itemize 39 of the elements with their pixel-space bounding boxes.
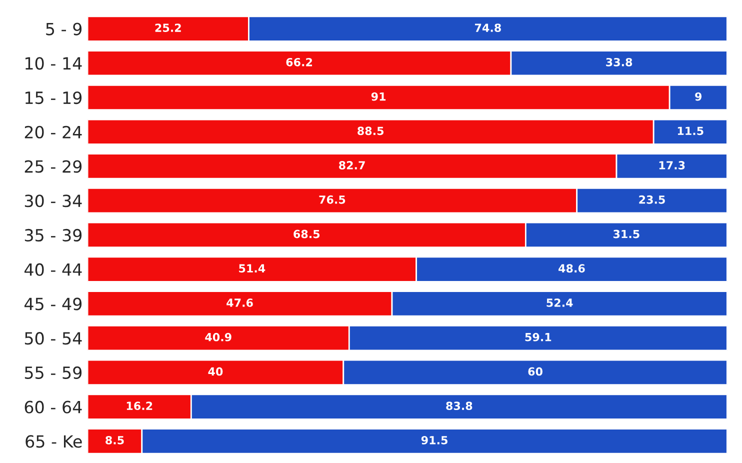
- data-label: 40: [208, 367, 223, 376]
- data-label: 16.2: [126, 402, 152, 410]
- data-label: 17.3: [659, 161, 685, 170]
- y-tick-label: 25 - 29: [24, 160, 82, 173]
- y-tick-label: 30 - 34: [24, 194, 82, 208]
- y-tick-label: 65 - Ke: [26, 435, 82, 448]
- data-label: 74.8: [474, 24, 501, 32]
- y-tick-label: 40 - 44: [24, 263, 82, 276]
- data-label: 23.5: [639, 195, 665, 204]
- y-tick-label: 15 - 19: [26, 91, 82, 104]
- data-label: 52.4: [546, 298, 573, 307]
- data-label: 31.5: [613, 230, 640, 238]
- y-tick-label: 5 - 9: [46, 22, 82, 36]
- y-tick-label: 45 - 49: [24, 298, 82, 310]
- data-label: 40.9: [205, 332, 232, 342]
- data-label: 60: [528, 367, 542, 376]
- data-label: 9: [695, 92, 702, 101]
- data-label: 82.7: [339, 161, 365, 170]
- data-label: 59.1: [525, 332, 552, 342]
- y-tick-label: 20 - 24: [24, 126, 82, 138]
- y-tick-label: 10 - 14: [26, 57, 82, 70]
- y-tick-label: 55 - 59: [24, 366, 82, 380]
- data-label: 48.6: [558, 264, 585, 273]
- data-label: 66.2: [286, 58, 312, 66]
- y-tick-label: 35 - 39: [24, 228, 82, 242]
- data-label: 8.5: [106, 436, 124, 444]
- y-tick-label: 60 - 64: [24, 400, 82, 414]
- data-label: 11.5: [678, 126, 704, 136]
- data-label: 83.8: [446, 402, 472, 410]
- data-label: 51.4: [239, 264, 266, 273]
- data-label: 25.2: [155, 24, 181, 32]
- data-label: 68.5: [294, 230, 320, 238]
- data-label: 33.8: [606, 58, 632, 66]
- y-tick-label: 50 - 54: [24, 332, 82, 345]
- data-label: 91.5: [421, 436, 448, 444]
- data-label: 91: [371, 92, 386, 101]
- data-label: 76.5: [319, 195, 346, 204]
- data-label: 47.6: [226, 298, 253, 307]
- data-label: 88.5: [358, 126, 384, 136]
